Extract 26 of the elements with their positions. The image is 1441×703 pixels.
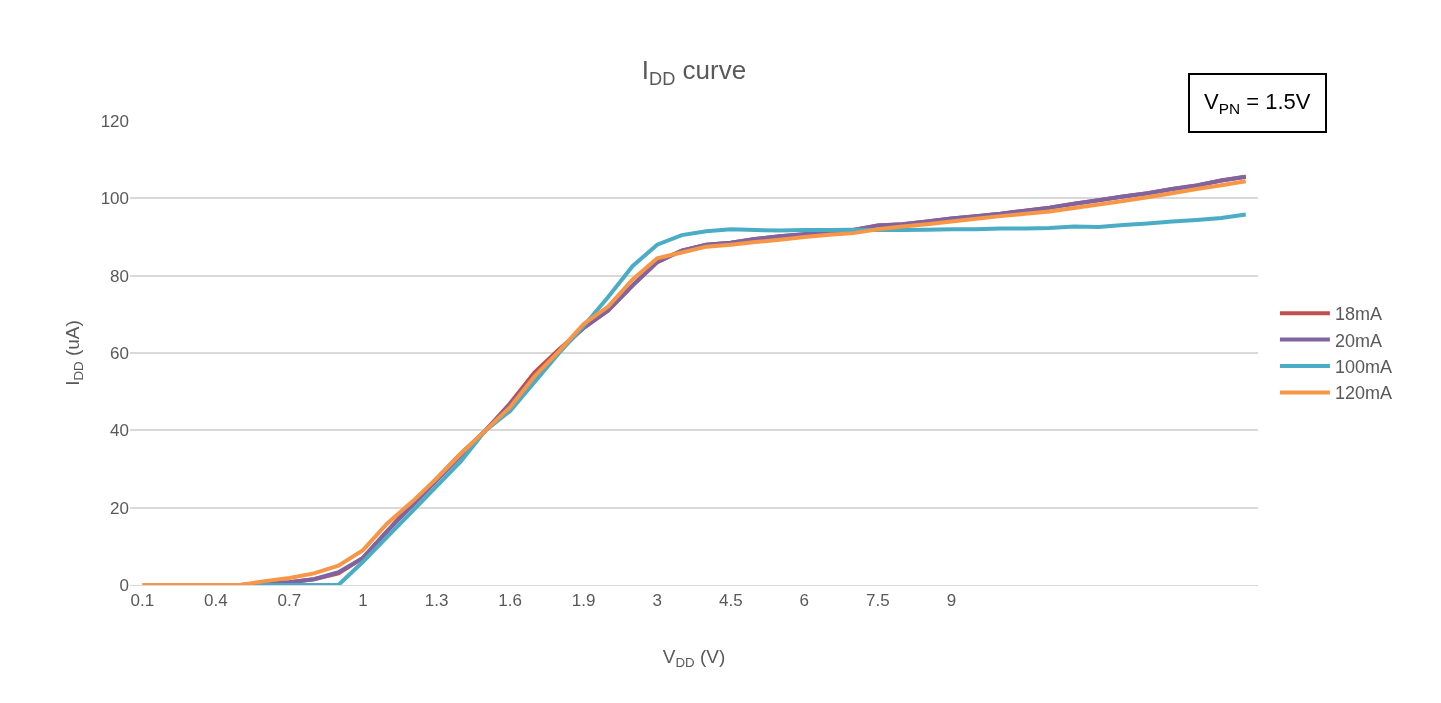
x-tick-label: 1: [358, 591, 368, 611]
legend-label: 120mA: [1334, 383, 1392, 404]
y-tick-label: 120: [100, 111, 129, 131]
x-tick-label: 1.3: [424, 591, 449, 611]
x-tick-label: 3: [652, 591, 662, 611]
x-tick-label: 4.5: [718, 591, 743, 611]
x-tick-label: 0.4: [204, 591, 228, 611]
x-axis-title: V$_{DD}$ (V): [662, 646, 726, 671]
x-tick-label: 0.1: [130, 591, 155, 611]
y-tick-label: 80: [110, 266, 129, 286]
x-tick-label: 1.9: [571, 591, 596, 611]
y-tick-label: 20: [110, 498, 129, 518]
legend-label: 20mA: [1334, 330, 1382, 351]
x-tick-label: 1.6: [498, 591, 522, 611]
y-tick-label: 60: [110, 343, 129, 363]
legend-label: 100mA: [1334, 357, 1392, 378]
legend-label: 18mA: [1334, 304, 1382, 325]
y-tick-label: 40: [110, 421, 129, 441]
x-tick-label: 9: [946, 591, 957, 611]
x-tick-label: 6: [799, 591, 810, 611]
x-tick-label: 0.7: [277, 591, 302, 611]
chart-title: I$_{DD}$ curve: [641, 55, 747, 89]
y-tick-label: 0: [119, 575, 129, 595]
x-tick-label: 7.5: [866, 591, 890, 611]
y-tick-label: 100: [100, 189, 129, 209]
text: V$_{PN}$ = 1.5V: [1204, 89, 1311, 117]
